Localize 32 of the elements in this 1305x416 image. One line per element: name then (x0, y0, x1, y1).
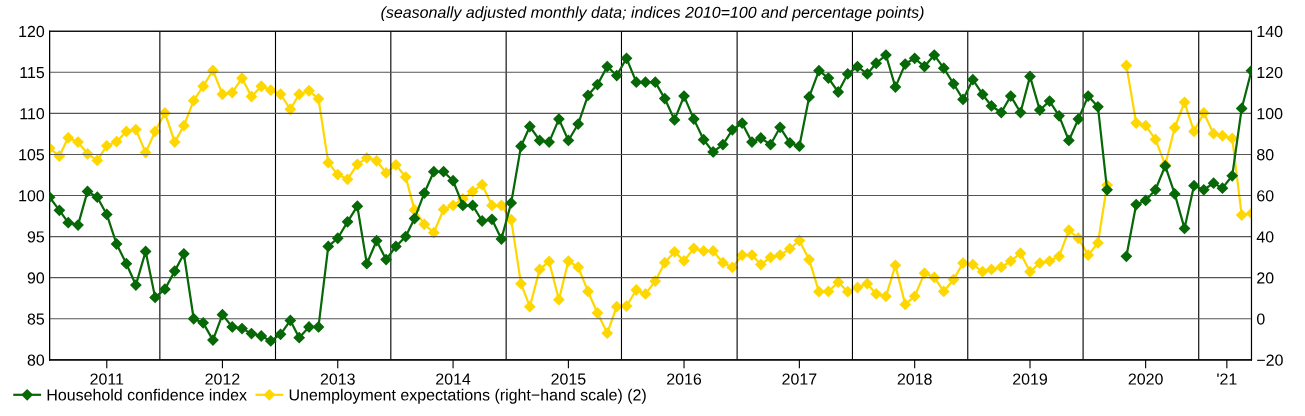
x-tick-label: 2018 (897, 373, 932, 385)
x-tick-label: 2013 (320, 373, 355, 385)
y-tick-label: 100 (19, 190, 45, 202)
y2-tick-label: 140 (1257, 25, 1283, 38)
legend-label: Unemployment expectations (right−hand scale) (2) (289, 388, 646, 404)
y-tick-label: 115 (20, 67, 45, 79)
legend-label: Household confidence index (47, 388, 247, 401)
y2-tick-label: 120 (1257, 66, 1283, 79)
y2-tick-label: −20 (1257, 354, 1283, 366)
y2-tick-label: 100 (1257, 107, 1283, 120)
y-tick-label: 80 (27, 354, 45, 366)
y2-tick-label: 20 (1257, 272, 1274, 284)
y2-tick-label: 60 (1257, 190, 1274, 202)
x-tick-label: '21 (1217, 373, 1237, 385)
x-tick-label: 2015 (551, 373, 586, 385)
x-tick-label: 2020 (1128, 373, 1163, 385)
y-tick-label: 110 (20, 107, 45, 120)
x-tick-label: 2011 (90, 373, 124, 385)
y2-tick-label: 80 (1257, 149, 1274, 161)
y-tick-label: 90 (27, 272, 45, 284)
x-tick-label: 2014 (436, 373, 471, 385)
x-tick-label: 2017 (782, 373, 817, 385)
x-tick-label: 2019 (1013, 373, 1048, 385)
y2-tick-label: 40 (1256, 231, 1274, 243)
y2-tick-label: 0 (1256, 313, 1265, 325)
chart-subtitle: (seasonally adjusted monthly data; indices 2010=100 and percentage points) (381, 6, 924, 22)
y-tick-label: 105 (19, 149, 45, 161)
y-tick-label: 120 (19, 25, 45, 38)
y-tick-label: 85 (27, 313, 45, 325)
x-tick-label: 2012 (205, 373, 240, 385)
y-tick-label: 95 (27, 231, 45, 243)
x-tick-label: 2016 (667, 373, 702, 385)
